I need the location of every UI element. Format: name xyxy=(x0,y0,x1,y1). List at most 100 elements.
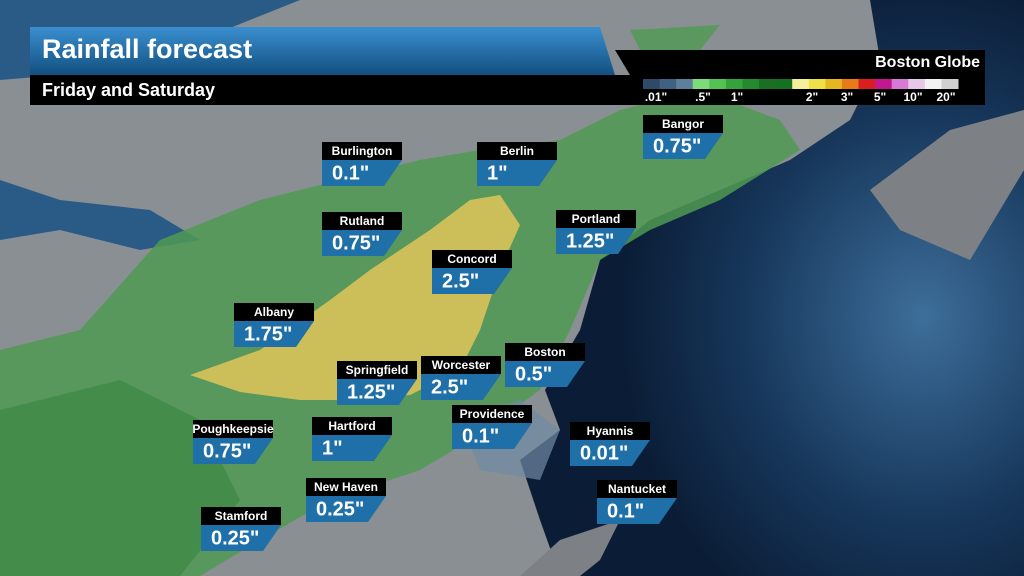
city-name-box xyxy=(306,478,386,496)
city-label: Boston 0.5" xyxy=(505,343,585,387)
legend-swatch xyxy=(808,79,826,89)
legend-swatch xyxy=(841,79,860,89)
legend-swatch xyxy=(858,79,876,89)
city-name: Rutland xyxy=(340,214,385,228)
city-name-box xyxy=(337,361,417,379)
city-label: Stamford 0.25" xyxy=(201,507,281,551)
legend-label: 2" xyxy=(806,90,818,104)
legend-swatch xyxy=(692,79,710,89)
legend-swatch xyxy=(759,79,777,89)
title: Rainfall forecast xyxy=(42,34,252,64)
legend-swatch xyxy=(659,79,677,89)
city-amount: 2.5" xyxy=(431,376,468,398)
city-label: Poughkeepsie 0.75" xyxy=(192,420,274,464)
city-amount-box xyxy=(312,435,392,461)
city-name-box xyxy=(556,210,636,228)
legend-label: .5" xyxy=(695,90,711,104)
legend-swatch xyxy=(792,79,810,89)
city-amount-box xyxy=(306,496,386,522)
city-name: Worcester xyxy=(432,358,491,372)
rain-darkgreen xyxy=(0,380,240,576)
city-name: Concord xyxy=(447,252,496,266)
city-name-box xyxy=(643,115,723,133)
city-label: Worcester 2.5" xyxy=(421,356,501,400)
city-amount-box xyxy=(432,268,512,294)
long-island-sound-shore xyxy=(520,520,620,576)
city-name-box xyxy=(597,480,677,498)
city-amount: 1" xyxy=(487,162,508,184)
city-name: Stamford xyxy=(215,509,268,523)
legend-swatch xyxy=(891,79,909,89)
city-label: Nantucket 0.1" xyxy=(597,480,677,524)
title-box xyxy=(30,27,615,75)
city-amount: 0.5" xyxy=(515,363,552,385)
city-labels: Burlington0.1"Berlin1"Bangor0.75"Rutland… xyxy=(192,115,723,551)
city-amount-box xyxy=(643,133,723,159)
city-name-box xyxy=(505,343,585,361)
legend-label: 10" xyxy=(903,90,922,104)
city-amount: 1.25" xyxy=(347,381,395,403)
city-name: Poughkeepsie xyxy=(192,422,274,436)
city-amount: 0.75" xyxy=(332,232,380,254)
city-label: Portland 1.25" xyxy=(556,210,636,254)
legend-swatch xyxy=(924,79,942,89)
legend-swatch xyxy=(643,79,661,89)
city-name: Boston xyxy=(524,345,565,359)
city-name: Albany xyxy=(254,305,294,319)
city-name-box xyxy=(570,422,650,440)
city-name: Bangor xyxy=(662,117,704,131)
city-label: Concord 2.5" xyxy=(432,250,512,294)
rain-north xyxy=(630,25,720,50)
city-name: Hyannis xyxy=(587,424,634,438)
legend-swatch xyxy=(825,79,843,89)
city-name: Portland xyxy=(572,212,621,226)
city-name-box xyxy=(432,250,512,268)
legend-swatch xyxy=(742,79,760,89)
city-label: Bangor 0.75" xyxy=(643,115,723,159)
legend-swatch xyxy=(875,79,893,89)
city-amount: 1" xyxy=(322,437,343,459)
subtitle: Friday and Saturday xyxy=(42,80,215,100)
legend-swatch xyxy=(725,79,743,89)
city-name: Berlin xyxy=(500,144,534,158)
city-amount-box xyxy=(322,160,402,186)
city-amount-box xyxy=(505,361,585,387)
city-label: Albany 1.75" xyxy=(234,303,314,347)
city-name: Burlington xyxy=(332,144,393,158)
legend-label: .01" xyxy=(645,90,667,104)
city-name: Hartford xyxy=(328,419,375,433)
city-amount: 1.75" xyxy=(244,323,292,345)
source: Boston Globe xyxy=(875,54,980,71)
city-name-box xyxy=(421,356,501,374)
legend-label: 20" xyxy=(936,90,955,104)
city-name-box xyxy=(234,303,314,321)
city-amount: 0.1" xyxy=(462,425,499,447)
rain-yellow xyxy=(190,195,520,400)
city-name: Nantucket xyxy=(608,482,666,496)
legend-label: 1" xyxy=(731,90,743,104)
city-name-box xyxy=(452,405,532,423)
lake xyxy=(0,180,200,250)
city-name: Springfield xyxy=(346,363,409,377)
city-name-box xyxy=(201,507,281,525)
legend-swatch xyxy=(775,79,793,89)
city-name-box xyxy=(193,420,273,438)
city-label: Springfield 1.25" xyxy=(337,361,417,405)
city-label: Hartford 1" xyxy=(312,417,392,461)
legend: .01" .5" 1" 2" 3" 5" 10" 20" xyxy=(643,79,959,104)
city-amount: 0.01" xyxy=(580,442,628,464)
city-label: Hyannis 0.01" xyxy=(570,422,650,466)
city-amount: 0.1" xyxy=(607,500,644,522)
city-amount-box xyxy=(337,379,417,405)
legend-label: 5" xyxy=(874,90,886,104)
city-label: New Haven 0.25" xyxy=(306,478,386,522)
city-amount-box xyxy=(193,438,273,464)
city-name-box xyxy=(322,142,402,160)
legend-swatch xyxy=(908,79,926,89)
city-amount-box xyxy=(421,374,501,400)
city-name-box xyxy=(322,212,402,230)
legend-swatch xyxy=(676,79,694,89)
city-amount-box xyxy=(570,440,650,466)
